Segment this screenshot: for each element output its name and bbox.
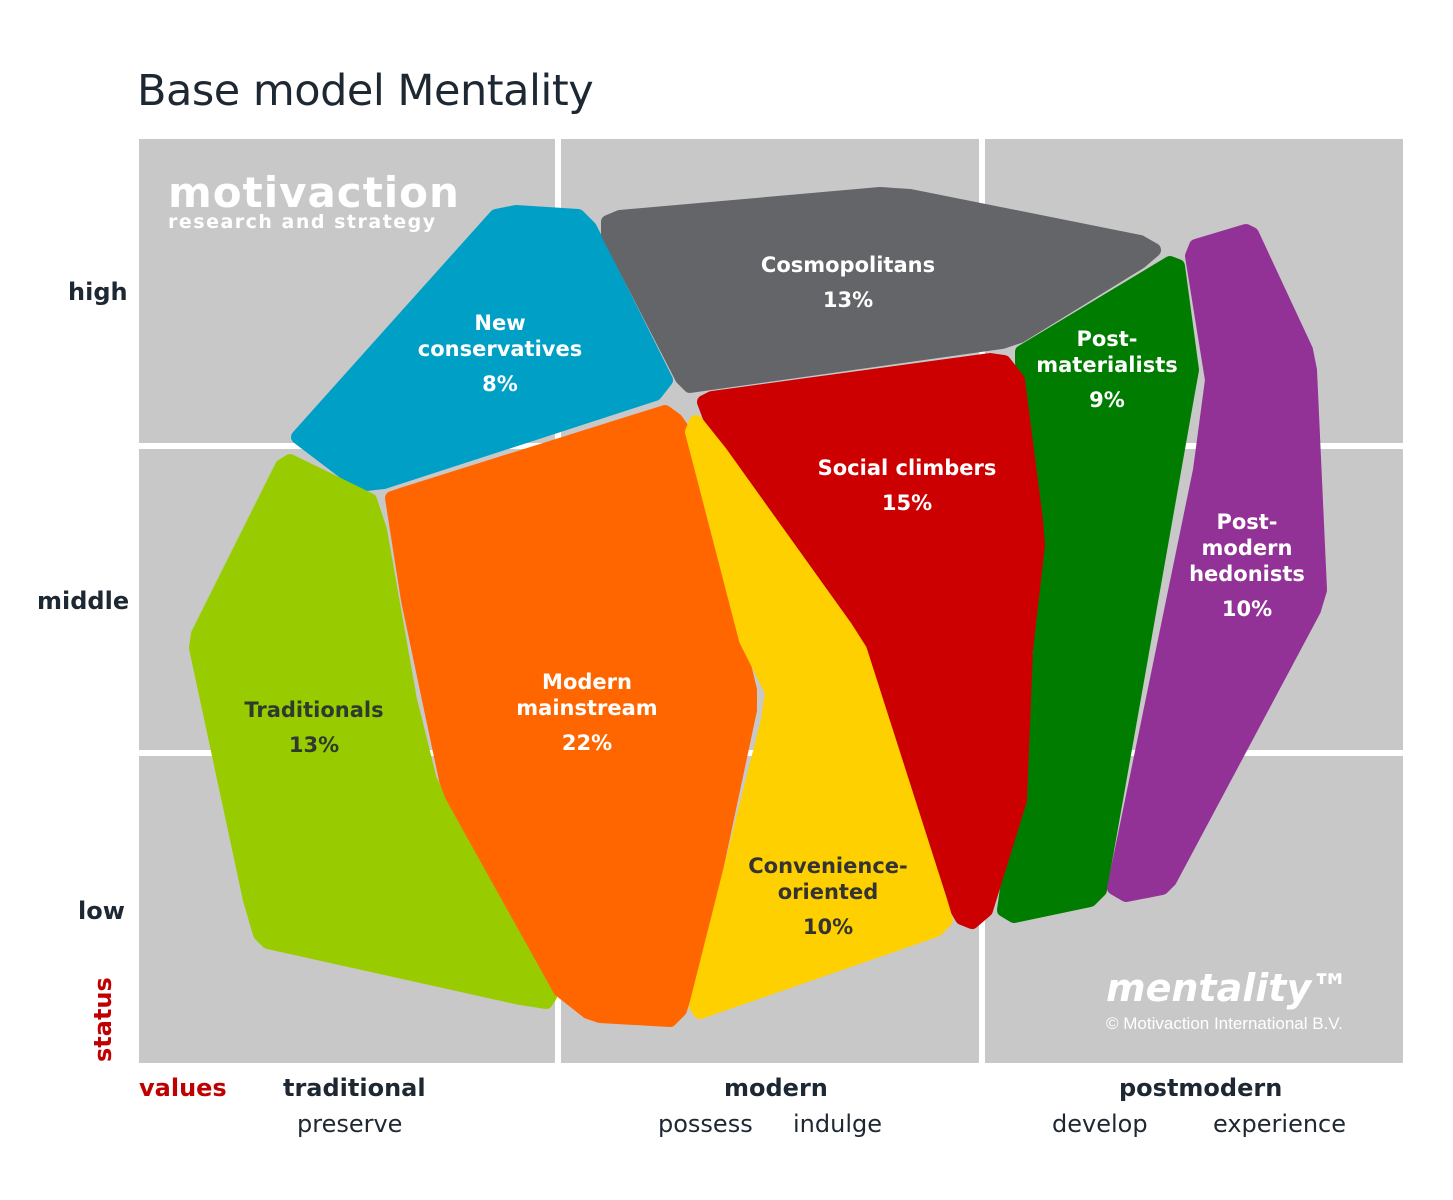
segment-name-label: New xyxy=(474,311,525,335)
logo-tagline: research and strategy xyxy=(168,211,437,233)
segment-shape xyxy=(189,454,557,1009)
segment-share-label: 22% xyxy=(562,731,612,755)
segment-share-label: 9% xyxy=(1089,388,1125,412)
motivaction-logo: motivaction xyxy=(168,168,460,217)
segment-shape xyxy=(1107,224,1327,902)
segment-name-label: Traditionals xyxy=(244,698,383,722)
values-sub-experience: experience xyxy=(1213,1110,1347,1138)
segment-share-label: 8% xyxy=(482,372,518,396)
segment-share-label: 15% xyxy=(882,491,932,515)
segment-name-label: conservatives xyxy=(418,337,582,361)
segment-share-label: 10% xyxy=(1222,597,1272,621)
segment-shape xyxy=(685,415,953,1019)
segment-name-label: Cosmopolitans xyxy=(761,253,935,277)
mentality-brand: mentality™ xyxy=(1106,966,1349,1010)
page-title: Base model Mentality xyxy=(137,66,594,116)
segment-share-label: 10% xyxy=(803,915,853,939)
segment-name-label: materialists xyxy=(1036,353,1178,377)
segment-shapes xyxy=(189,187,1327,1027)
segment-name-label: hedonists xyxy=(1189,562,1305,586)
segment-name-label: modern xyxy=(1202,536,1293,560)
values-axis-name: values xyxy=(139,1074,227,1102)
status-level-high: high xyxy=(68,278,128,306)
segment-shape xyxy=(385,405,757,1027)
values-group-traditional: traditional xyxy=(283,1074,426,1102)
values-sub-possess: possess xyxy=(658,1110,753,1138)
values-group-postmodern: postmodern xyxy=(1119,1074,1283,1102)
values-sub-preserve: preserve xyxy=(297,1110,403,1138)
segment-name-label: Social climbers xyxy=(818,456,997,480)
copyright-notice: © Motivaction International B.V. xyxy=(1106,1014,1343,1033)
status-axis-name: status xyxy=(89,977,117,1062)
status-level-middle: middle xyxy=(37,587,130,615)
segment-name-label: Modern xyxy=(542,670,632,694)
segment-shape xyxy=(291,205,673,491)
segment-shape xyxy=(601,187,1161,393)
segment-name-label: Post- xyxy=(1216,510,1277,534)
segment-share-label: 13% xyxy=(289,733,339,757)
values-sub-indulge: indulge xyxy=(793,1110,882,1138)
segment-name-label: Post- xyxy=(1076,327,1137,351)
segment-name-label: Convenience- xyxy=(748,854,907,878)
values-sub-develop: develop xyxy=(1052,1110,1148,1138)
values-group-modern: modern xyxy=(724,1074,828,1102)
segment-name-label: oriented xyxy=(778,880,879,904)
status-level-low: low xyxy=(78,897,125,925)
segment-name-label: mainstream xyxy=(516,696,657,720)
segment-share-label: 13% xyxy=(823,288,873,312)
